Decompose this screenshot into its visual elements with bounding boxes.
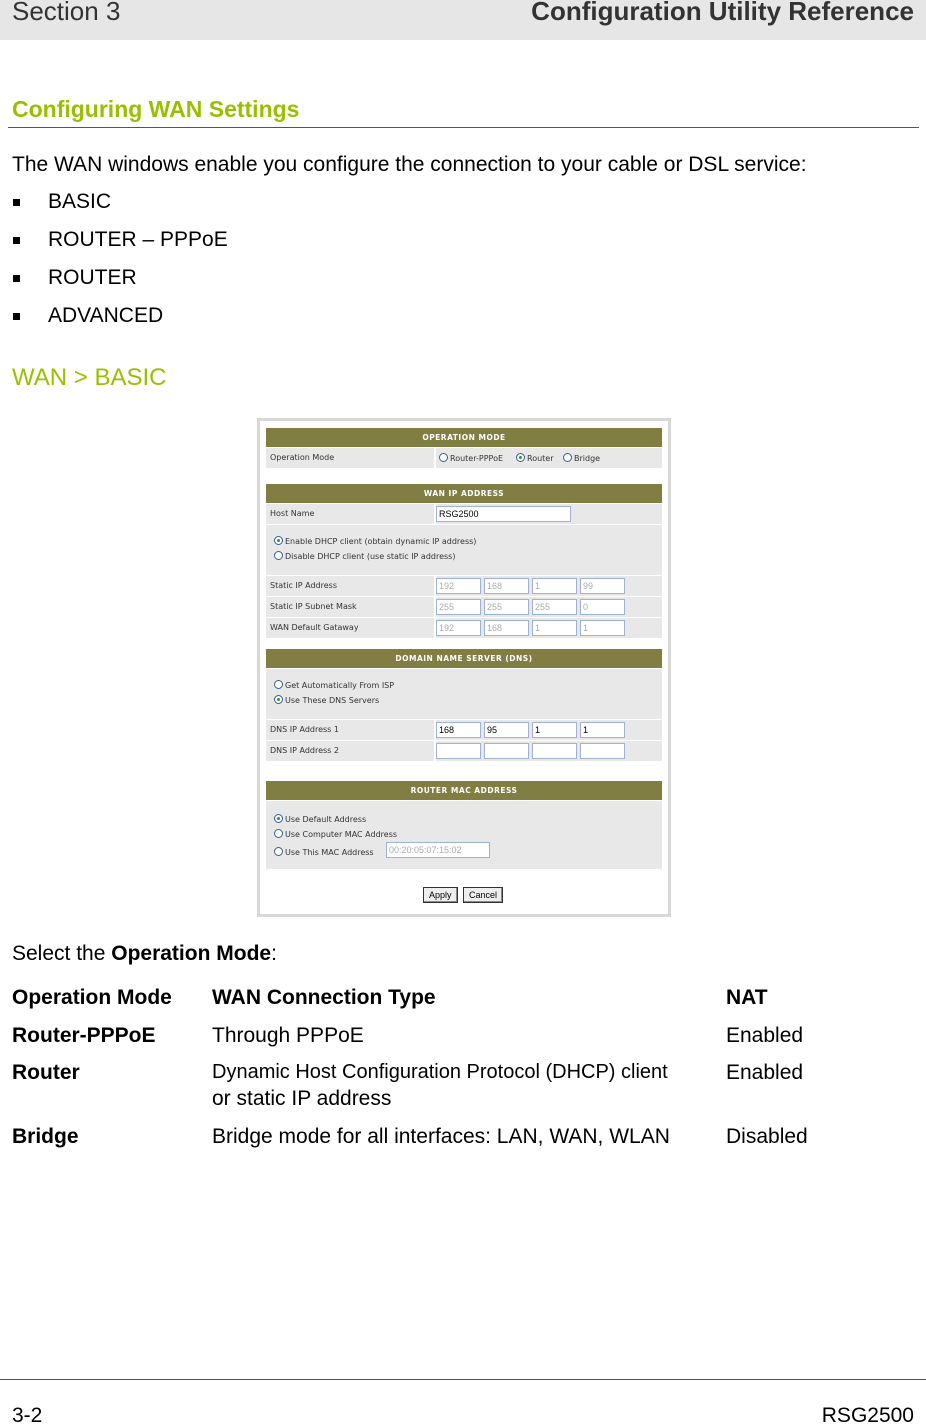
divider xyxy=(8,127,919,128)
gateway-octet[interactable]: 192 xyxy=(436,620,481,636)
static-ip-row: Static IP Address 192 168 1 99 xyxy=(266,576,662,596)
dns2-label: DNS IP Address 2 xyxy=(270,746,339,755)
table-cell: Enabled xyxy=(726,1061,804,1084)
table-cell: Through PPPoE xyxy=(212,1024,364,1047)
radio-disable-dhcp[interactable]: Disable DHCP client (use static IP addre… xyxy=(274,551,455,561)
bullet-icon xyxy=(13,275,20,282)
radio-icon xyxy=(274,680,283,689)
mac-options: Use Default Address Use Computer MAC Add… xyxy=(266,801,662,869)
radio-router-pppoe[interactable]: Router-PPPoE xyxy=(439,453,503,463)
host-name-input[interactable]: RSG2500 xyxy=(436,506,571,522)
bullet-item: BASIC xyxy=(48,190,112,213)
select-instruction: Select the Operation Mode: xyxy=(12,942,277,965)
table-header: Operation Mode xyxy=(12,986,172,1009)
radio-icon xyxy=(274,829,283,838)
bullet-item: ROUTER – PPPoE xyxy=(48,228,228,251)
radio-icon xyxy=(274,847,283,856)
table-cell: Dynamic Host Configuration Protocol (DHC… xyxy=(212,1061,668,1083)
page-header: Section 3 Configuration Utility Referenc… xyxy=(0,0,926,40)
radio-selected-icon xyxy=(274,536,283,545)
static-ip-octet[interactable]: 99 xyxy=(580,578,625,594)
radio-enable-dhcp[interactable]: Enable DHCP client (obtain dynamic IP ad… xyxy=(274,536,476,546)
table-cell: Router-PPPoE xyxy=(12,1024,156,1047)
cancel-button[interactable]: Cancel xyxy=(463,887,504,903)
chapter-title: Configuration Utility Reference xyxy=(531,0,914,26)
dns1-row: DNS IP Address 1 168 95 1 1 xyxy=(266,720,662,740)
static-ip-octet[interactable]: 1 xyxy=(532,578,577,594)
static-ip-label: Static IP Address xyxy=(270,581,338,590)
radio-icon xyxy=(563,453,572,462)
table-cell: Enabled xyxy=(726,1024,804,1047)
dns-options: Get Automatically From ISP Use These DNS… xyxy=(266,669,662,719)
radio-selected-icon xyxy=(274,695,283,704)
operation-mode-label: Operation Mode xyxy=(270,453,335,462)
dhcp-options: Enable DHCP client (obtain dynamic IP ad… xyxy=(266,525,662,575)
dns2-octet[interactable] xyxy=(436,743,481,759)
dns2-octet[interactable] xyxy=(484,743,529,759)
wan-basic-screenshot: OPERATION MODE Operation Mode Router-PPP… xyxy=(257,418,671,917)
subnet-octet[interactable]: 0 xyxy=(580,599,625,615)
gateway-label: WAN Default Gataway xyxy=(270,623,359,632)
host-name-label: Host Name xyxy=(270,509,315,518)
bullet-item: ADVANCED xyxy=(48,304,164,327)
subnet-octet[interactable]: 255 xyxy=(484,599,529,615)
bullet-icon xyxy=(13,237,20,244)
dns1-octet[interactable]: 1 xyxy=(532,722,577,738)
intro-text: The WAN windows enable you configure the… xyxy=(12,153,807,176)
table-cell: Router xyxy=(12,1061,80,1084)
gateway-octet[interactable]: 1 xyxy=(532,620,577,636)
gateway-octet[interactable]: 168 xyxy=(484,620,529,636)
bullet-icon xyxy=(13,199,20,206)
table-header: NAT xyxy=(726,986,768,1009)
dns1-label: DNS IP Address 1 xyxy=(270,725,339,734)
dns1-octet[interactable]: 1 xyxy=(580,722,625,738)
table-cell: Bridge xyxy=(12,1125,79,1148)
table-cell: Bridge mode for all interfaces: LAN, WAN… xyxy=(212,1125,670,1148)
table-header: WAN Connection Type xyxy=(212,986,436,1009)
dns1-octet[interactable]: 168 xyxy=(436,722,481,738)
radio-icon xyxy=(274,551,283,560)
table-cell: Disabled xyxy=(726,1125,808,1148)
dns1-octet[interactable]: 95 xyxy=(484,722,529,738)
radio-dns-auto[interactable]: Get Automatically From ISP xyxy=(274,680,394,690)
dns2-octet[interactable] xyxy=(580,743,625,759)
bullet-item: ROUTER xyxy=(48,266,137,289)
mac-address-input[interactable]: 00:20:05:07:15:02 xyxy=(386,842,490,858)
operation-mode-header: OPERATION MODE xyxy=(266,428,662,447)
radio-dns-manual[interactable]: Use These DNS Servers xyxy=(274,695,379,705)
subnet-octet[interactable]: 255 xyxy=(436,599,481,615)
radio-selected-icon xyxy=(516,453,525,462)
footer-divider xyxy=(0,1379,926,1380)
static-ip-octet[interactable]: 192 xyxy=(436,578,481,594)
operation-mode-row: Operation Mode Router-PPPoE Router Bridg… xyxy=(266,448,662,468)
radio-bridge[interactable]: Bridge xyxy=(563,453,600,463)
subnet-row: Static IP Subnet Mask 255 255 255 0 xyxy=(266,597,662,617)
mac-header: ROUTER MAC ADDRESS xyxy=(266,781,662,800)
dns-header: DOMAIN NAME SERVER (DNS) xyxy=(266,649,662,668)
subnet-octet[interactable]: 255 xyxy=(532,599,577,615)
radio-default-mac[interactable]: Use Default Address xyxy=(274,814,366,824)
product-name: RSG2500 xyxy=(821,1404,914,1427)
static-ip-octet[interactable]: 168 xyxy=(484,578,529,594)
gateway-octet[interactable]: 1 xyxy=(580,620,625,636)
table-cell: or static IP address xyxy=(212,1087,392,1110)
subheading: WAN > BASIC xyxy=(12,364,167,391)
section-heading: Configuring WAN Settings xyxy=(12,96,300,122)
radio-selected-icon xyxy=(274,814,283,823)
dns2-octet[interactable] xyxy=(532,743,577,759)
bullet-icon xyxy=(13,313,20,320)
wan-ip-header: WAN IP ADDRESS xyxy=(266,484,662,503)
host-name-row: Host Name RSG2500 xyxy=(266,504,662,524)
gateway-row: WAN Default Gataway 192 168 1 1 xyxy=(266,618,662,638)
dns2-row: DNS IP Address 2 xyxy=(266,741,662,761)
section-label: Section 3 xyxy=(12,0,121,26)
page-number: 3-2 xyxy=(12,1404,43,1427)
radio-icon xyxy=(439,453,448,462)
apply-button[interactable]: Apply xyxy=(423,887,458,903)
subnet-label: Static IP Subnet Mask xyxy=(270,602,357,611)
radio-router[interactable]: Router xyxy=(516,453,554,463)
radio-custom-mac[interactable]: Use This MAC Address xyxy=(274,847,374,857)
radio-computer-mac[interactable]: Use Computer MAC Address xyxy=(274,829,397,839)
